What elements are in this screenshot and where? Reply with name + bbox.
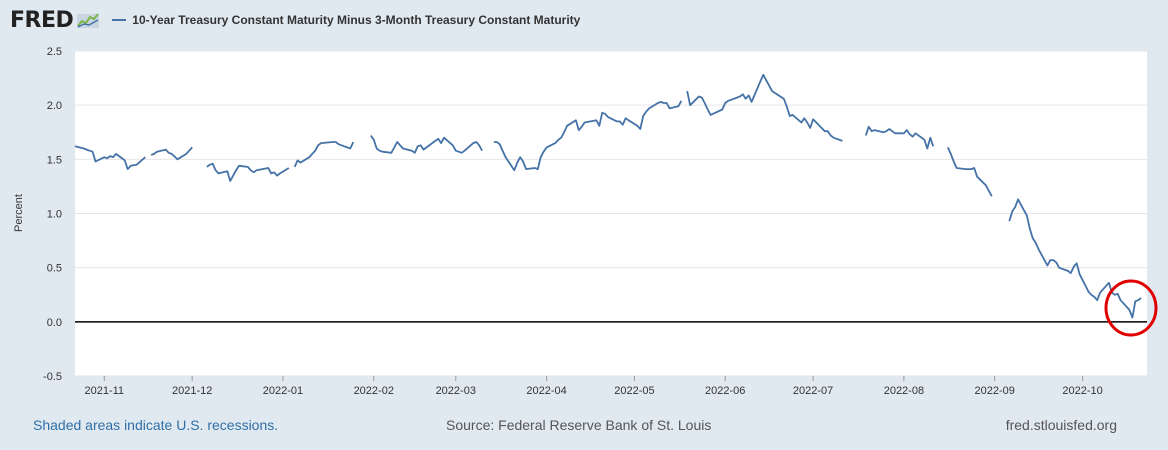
series-line-segment	[864, 125, 935, 150]
series-line-segment	[1008, 198, 1142, 319]
series-line-segment	[293, 141, 355, 168]
x-tick-label: 2022-04	[526, 385, 566, 397]
fred-logo-text: FRED	[10, 7, 74, 33]
x-axis-ticks: 2021-11 2021-12 2022-01 2022-02 2022-03 2022-…	[85, 376, 1103, 397]
series-line-segment	[74, 145, 146, 171]
series-line-segment	[150, 146, 193, 161]
legend-series-swatch	[112, 19, 127, 21]
x-tick-label: 2022-07	[793, 385, 833, 397]
y-tick-label: 1.0	[47, 209, 62, 221]
chart-logo-icon	[76, 11, 101, 29]
recession-note: Shaded areas indicate U.S. recessions.	[33, 417, 279, 433]
y-tick-label: 2.5	[47, 46, 62, 58]
series-line-segment	[686, 73, 843, 142]
series-line-segment	[493, 100, 683, 172]
fred-logo[interactable]: FRED	[10, 7, 101, 33]
series-line-segment	[206, 162, 290, 182]
x-tick-label: 2021-11	[85, 385, 125, 397]
y-tick-label: 2.0	[47, 100, 62, 112]
source-note: Source: Federal Reserve Bank of St. Loui…	[446, 417, 712, 433]
y-tick-label: 0.5	[47, 263, 62, 275]
x-tick-label: 2022-08	[884, 385, 924, 397]
gridlines	[75, 50, 1147, 377]
y-tick-label: 0.0	[47, 317, 62, 329]
x-tick-label: 2022-10	[1062, 385, 1102, 397]
x-tick-label: 2021-12	[172, 385, 212, 397]
y-axis-label: Percent	[13, 194, 25, 232]
legend-series-label: 10-Year Treasury Constant Maturity Minus…	[132, 13, 581, 27]
x-tick-label: 2022-02	[354, 385, 394, 397]
site-url-link[interactable]: fred.stlouisfed.org	[1005, 417, 1117, 433]
x-tick-label: 2022-05	[614, 385, 654, 397]
series-line-segment	[370, 134, 483, 154]
series-line-segment	[946, 147, 993, 197]
chart-legend: 10-Year Treasury Constant Maturity Minus…	[112, 13, 580, 27]
highlight-circle-annotation	[1104, 279, 1158, 337]
y-axis-ticks: -0.5 0.0 0.5 1.0 1.5 2.0 2.5	[43, 46, 62, 383]
y-tick-label: -0.5	[43, 371, 62, 383]
x-tick-label: 2022-03	[436, 385, 476, 397]
x-tick-label: 2022-01	[263, 385, 303, 397]
series-lines	[74, 73, 1142, 319]
x-tick-label: 2022-09	[975, 385, 1015, 397]
chart-header: FRED 10-Year Treasury Constant Maturity …	[10, 6, 580, 34]
x-tick-label: 2022-06	[705, 385, 745, 397]
y-tick-label: 1.5	[47, 154, 62, 166]
line-chart: -0.50.00.51.01.52.02.5 2021-11 2021-12 202…	[13, 46, 1158, 397]
